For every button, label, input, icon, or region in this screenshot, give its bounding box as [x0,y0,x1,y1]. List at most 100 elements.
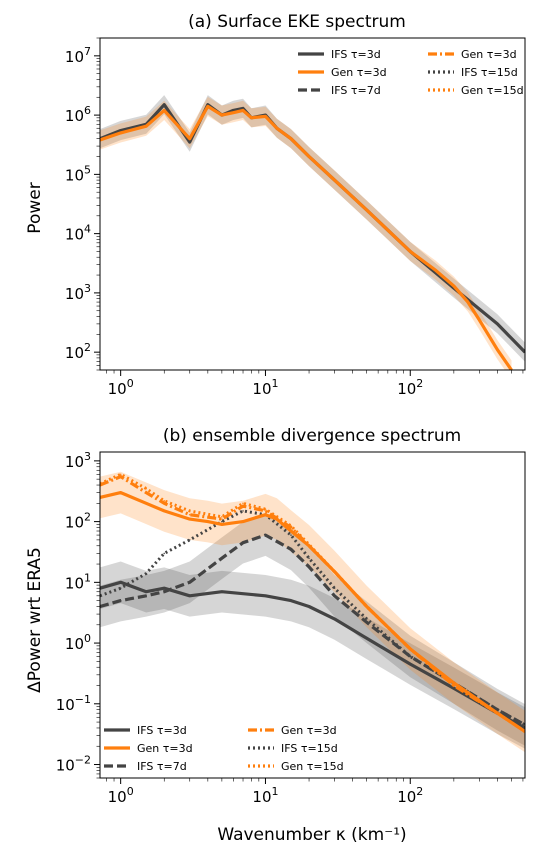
x-tick-label: 100 [108,377,134,398]
data-point [276,127,278,130]
data-point [188,581,191,584]
data-point [119,587,122,589]
data-point [145,491,147,494]
series-line-5 [100,475,525,733]
panel-b-title: (b) ensemble divergence spectrum [163,426,461,446]
data-point [290,534,292,536]
x-tick-label: 101 [252,785,278,806]
data-point [242,502,244,505]
panel-b: (b) ensemble divergence spectrum ΔPower … [25,426,526,806]
data-point [163,103,165,106]
data-point [409,648,412,650]
y-tick-label: 104 [65,223,91,244]
data-point [163,510,165,512]
data-point [453,687,455,690]
data-point [496,712,499,714]
data-point [207,520,209,523]
y-tick-label: 105 [65,163,91,184]
y-tick-label: 102 [65,511,91,532]
data-point [145,572,147,575]
uncertainty-band-1 [100,561,525,749]
data-point [264,115,267,118]
panel-b-plot [100,471,525,753]
data-point [188,595,191,597]
y-tick-label: 102 [65,341,91,362]
data-point [145,487,147,490]
data-point [290,526,292,529]
data-point [264,513,267,516]
panel-a-frame [99,37,526,371]
data-point [308,543,310,546]
legend-label: Gen τ=3d [281,724,337,737]
panel-a-plot [100,95,525,370]
panel-a-ylabel: Power [25,182,45,233]
data-point [145,502,147,505]
data-point [333,570,336,573]
data-point [188,510,191,512]
data-point [264,510,267,512]
data-point [333,618,336,620]
data-point [250,117,253,119]
data-point [242,107,244,110]
data-point [308,155,310,158]
y-tick-label: 10−2 [56,754,91,775]
data-point [119,599,122,602]
panel-b-legend: IFS τ=3d Gen τ=3d Gen τ=3d IFS τ=15d IFS τ=7… [104,724,344,773]
panel-a-legend: IFS τ=3d Gen τ=3d Gen τ=3d IFS τ=15d IFS τ=7… [298,48,524,97]
data-point [232,111,235,114]
data-point [365,621,368,624]
data-point [264,595,267,597]
data-point [242,510,244,512]
data-point [163,502,165,505]
data-point [409,663,412,665]
legend-label: Gen τ=15d [281,760,344,773]
data-point [365,618,368,620]
legend-label: IFS τ=15d [281,742,338,755]
legend-label: IFS τ=3d [137,724,187,737]
data-point [163,500,165,502]
x-tick-label: 102 [397,377,423,398]
data-point [467,301,469,303]
data-point [290,525,292,527]
data-point [496,348,499,351]
uncertainty-band-1 [100,95,525,362]
data-point [119,132,122,134]
data-point [119,475,122,478]
data-point [119,129,122,132]
y-tick-label: 101 [65,571,91,592]
data-point [188,539,191,541]
figure-xlabel: Wavenumber κ (km⁻¹) [217,825,406,845]
data-point [308,566,310,568]
x-tick-label: 100 [108,785,134,806]
y-tick-label: 106 [65,104,91,125]
data-point [119,473,122,476]
uncertainty-band-4 [100,471,525,753]
data-point [119,581,122,584]
y-tick-label: 10−1 [56,693,91,714]
data-point [290,548,292,551]
uncertainty-band-2 [100,514,525,746]
uncertainty-band-2 [100,96,512,370]
data-point [242,505,244,507]
data-point [242,541,244,544]
data-point [333,595,336,597]
x-tick-label: 101 [252,377,278,398]
panel-b-frame [99,451,526,779]
data-point [232,109,235,112]
data-point [221,523,223,526]
data-point [188,513,191,516]
series-line-2 [100,533,525,727]
x-tick-label: 102 [397,785,423,806]
data-point [221,557,223,559]
data-point [333,179,336,181]
y-tick-label: 103 [65,282,91,303]
data-point [188,137,191,140]
data-point [145,595,147,597]
data-point [188,141,191,143]
data-point [145,590,147,593]
legend-label: IFS τ=15d [461,66,518,79]
data-point [163,552,165,555]
panel-b-ticks: 100 101 102 10−2 10−1 100 101 102 103 [56,450,524,806]
data-point [242,520,244,523]
